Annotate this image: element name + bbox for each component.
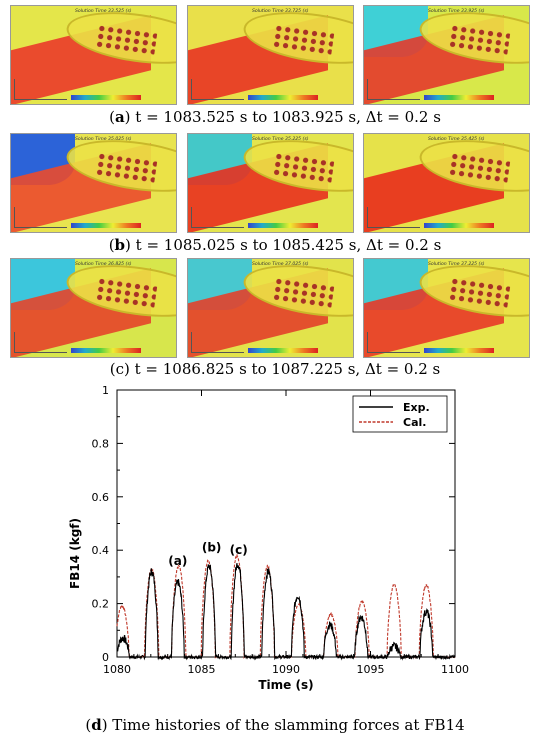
inset-plot: [191, 79, 244, 100]
snapshot-panel: Solution Time 37.025 (s): [187, 258, 354, 358]
snapshot-panel: Solution Time 33.725 (s): [187, 5, 354, 105]
y-tick-label: 0.4: [92, 544, 110, 557]
peak-annotation: (c): [230, 543, 248, 557]
y-tick-label: 0.2: [92, 598, 110, 611]
inset-plot: [14, 79, 67, 100]
legend-box: [352, 395, 448, 433]
snapshot-panel: Solution Time 33.525 (s): [10, 5, 177, 105]
series-cal-line: [116, 554, 456, 660]
inset-plot: [191, 207, 244, 228]
legend-exp-label: Exp.: [403, 401, 430, 414]
solution-time-label: Solution Time 35.225 (s): [252, 137, 309, 142]
caption-a: (a) t = 1083.525 s to 1083.925 s, Δt = 0…: [109, 108, 441, 126]
inset-plot: [14, 332, 67, 353]
snapshot-row-b: Solution Time 35.025 (s) Solution Time 3…: [10, 133, 540, 233]
caption-b: (b) t = 1085.025 s to 1085.425 s, Δt = 0…: [108, 236, 442, 254]
solution-time-label: Solution Time 35.425 (s): [428, 137, 485, 142]
x-tick-label: 1095: [357, 663, 385, 676]
legend-cal-label: Cal.: [403, 416, 426, 429]
inset-plot: [367, 207, 420, 228]
snapshot-panel: Solution Time 33.925 (s): [363, 5, 530, 105]
solution-time-label: Solution Time 35.025 (s): [75, 137, 132, 142]
inset-plot: [191, 332, 244, 353]
solution-time-label: Solution Time 33.725 (s): [252, 9, 309, 14]
series-exp-line: [116, 562, 456, 661]
snapshot-panel: Solution Time 36.825 (s): [10, 258, 177, 358]
y-axis-label: FB14 (kgf): [68, 518, 82, 589]
colorbar-legend: [424, 95, 494, 100]
inset-plot: [367, 79, 420, 100]
x-tick-label: 1085: [188, 663, 216, 676]
solution-time-label: Solution Time 33.525 (s): [75, 9, 132, 14]
snapshot-panel: Solution Time 35.225 (s): [187, 133, 354, 233]
colorbar-legend: [71, 348, 141, 353]
snapshot-row-c: Solution Time 36.825 (s) Solution Time 3…: [10, 258, 540, 358]
y-tick-label: 1: [102, 384, 109, 397]
x-tick-label: 1080: [103, 663, 131, 676]
peak-annotation: (b): [202, 541, 222, 555]
colorbar-legend: [71, 223, 141, 228]
colorbar-legend: [248, 223, 318, 228]
colorbar-legend: [424, 348, 494, 353]
inset-plot: [14, 207, 67, 228]
y-tick-label: 0.6: [92, 491, 110, 504]
colorbar-legend: [248, 95, 318, 100]
x-axis-label: Time (s): [258, 678, 313, 692]
solution-time-label: Solution Time 33.925 (s): [428, 9, 485, 14]
snapshot-row-a: Solution Time 33.525 (s) Solution Time 3…: [10, 5, 540, 105]
colorbar-legend: [71, 95, 141, 100]
peak-annotation: (a): [168, 554, 187, 568]
y-tick-label: 0.8: [92, 437, 110, 450]
caption-d: (d) Time histories of the slamming force…: [85, 716, 465, 734]
snapshot-panel: Solution Time 35.025 (s): [10, 133, 177, 233]
solution-time-label: Solution Time 37.225 (s): [428, 262, 485, 267]
solution-time-label: Solution Time 36.825 (s): [75, 262, 132, 267]
x-tick-label: 1100: [441, 663, 469, 676]
inset-plot: [367, 332, 420, 353]
y-tick-label: 0: [102, 651, 109, 664]
solution-time-label: Solution Time 37.025 (s): [252, 262, 309, 267]
slamming-force-chart: 1080 1085 1090 1095 1100 0 0.2 0.4 0.6 0.8 1 Time (…: [68, 384, 469, 692]
snapshot-panel: Solution Time 35.425 (s): [363, 133, 530, 233]
colorbar-legend: [424, 223, 494, 228]
x-tick-label: 1090: [272, 663, 300, 676]
snapshot-panel: Solution Time 37.225 (s): [363, 258, 530, 358]
caption-c: (c) t = 1086.825 s to 1087.225 s, Δt = 0…: [109, 360, 441, 378]
colorbar-legend: [248, 348, 318, 353]
